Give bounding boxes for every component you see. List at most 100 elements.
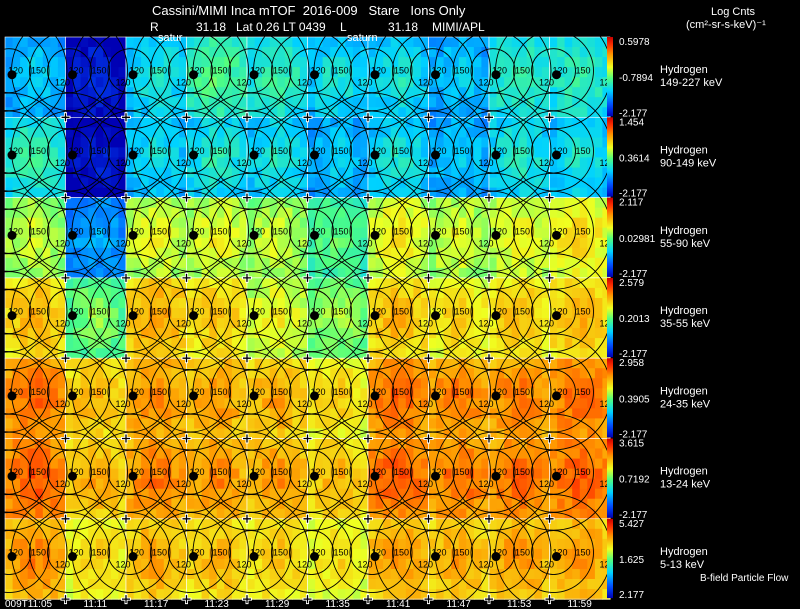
heatmap-cell: [269, 197, 278, 209]
heatmap-cell: [118, 338, 127, 349]
heatmap-cell: [201, 558, 210, 570]
heatmap-cell: [345, 247, 354, 259]
heatmap-cell: [201, 67, 210, 78]
heatmap-cell: [572, 37, 581, 48]
heatmap-cell: [549, 478, 558, 490]
heatmap-cell: [360, 308, 369, 319]
heatmap-cell: [398, 77, 407, 88]
heatmap-cell: [95, 127, 104, 138]
heatmap-cell: [375, 508, 384, 520]
heatmap-cell: [178, 287, 188, 299]
heatmap-cell: [436, 137, 445, 148]
heatmap-cell: [178, 177, 188, 189]
heatmap-cell: [209, 117, 218, 128]
heatmap-cell: [337, 167, 346, 179]
heatmap-cell: [299, 518, 309, 530]
heatmap-cell: [383, 468, 392, 480]
heatmap-cell: [481, 247, 490, 259]
heatmap-cell: [239, 177, 248, 189]
heatmap-cell: [299, 277, 309, 289]
heatmap-cell: [133, 438, 142, 450]
heatmap-cell: [337, 298, 346, 309]
heatmap-cell: [458, 177, 467, 189]
heatmap-cell: [20, 77, 29, 88]
heatmap-cell: [73, 348, 82, 359]
contour-label: 120: [492, 146, 507, 156]
heatmap-cell: [42, 217, 51, 229]
heatmap-cell: [352, 298, 362, 309]
heatmap-cell: [413, 247, 422, 259]
heatmap-cell: [405, 107, 414, 118]
heatmap-cell: [118, 197, 127, 209]
heatmap-cell: [534, 287, 543, 299]
heatmap-cell: [201, 197, 210, 209]
heatmap-cell: [254, 548, 263, 560]
heatmap-cell: [557, 117, 566, 128]
heatmap-cell: [224, 287, 233, 299]
heatmap-cell: [277, 408, 286, 419]
heatmap-cell: [541, 579, 551, 590]
heatmap-cell: [594, 77, 604, 88]
heatmap-cell: [224, 458, 233, 470]
heatmap-cell: [35, 177, 44, 189]
heatmap-cell: [549, 117, 558, 128]
contour-label: 120: [371, 307, 386, 317]
heatmap-cell: [594, 298, 604, 309]
heatmap-cell: [88, 247, 97, 259]
heatmap-cell: [133, 569, 142, 580]
heatmap-cell: [383, 448, 392, 460]
heatmap-cell: [88, 358, 97, 369]
heatmap-cell: [368, 448, 377, 460]
heatmap-cell: [564, 47, 573, 58]
heatmap-cell: [95, 418, 104, 429]
heatmap-cell: [587, 57, 596, 68]
heatmap-cell: [564, 187, 573, 199]
heatmap-cell: [368, 107, 377, 118]
heatmap-cell: [216, 87, 225, 98]
heatmap-cell: [420, 247, 430, 259]
heatmap-cell: [50, 468, 59, 480]
heatmap-cell: [564, 478, 573, 490]
heatmap-cell: [292, 57, 301, 68]
heatmap-cell: [541, 569, 551, 580]
heatmap-cell: [231, 579, 241, 590]
heatmap-cell: [57, 478, 67, 490]
heatmap-cell: [284, 418, 293, 429]
heatmap-cell: [579, 157, 588, 168]
heatmap-cell: [383, 378, 392, 389]
heatmap-cell: [133, 47, 142, 58]
heatmap-cell: [466, 67, 475, 78]
heatmap-cell: [118, 368, 127, 379]
heatmap-cell: [420, 358, 430, 369]
heatmap-cell: [141, 498, 150, 510]
heatmap-cell: [277, 87, 286, 98]
heatmap-cell: [194, 177, 203, 189]
heatmap-cell: [178, 328, 188, 339]
heatmap-cell: [337, 277, 346, 289]
heatmap-cell: [156, 287, 165, 299]
heatmap-cell: [383, 569, 392, 580]
heatmap-cell: [594, 438, 604, 450]
contour-label: 120: [176, 78, 191, 88]
heatmap-cell: [42, 147, 51, 158]
heatmap-cell: [413, 528, 422, 540]
heatmap-cell: [579, 458, 588, 470]
heatmap-cell: [473, 37, 483, 48]
heatmap-cell: [103, 428, 112, 440]
heatmap-cell: [299, 167, 309, 179]
heatmap-cell: [496, 177, 505, 189]
heatmap-cell: [519, 127, 528, 138]
heatmap-cell: [398, 418, 407, 429]
heatmap-cell: [315, 458, 324, 470]
heatmap-cell: [110, 478, 120, 490]
heatmap-cell: [20, 528, 29, 540]
heatmap-cell: [504, 548, 513, 560]
heatmap-cell: [360, 498, 369, 510]
heatmap-cell: [383, 538, 392, 550]
heatmap-cell: [50, 368, 59, 379]
heatmap-cell: [473, 207, 483, 219]
heatmap-cell: [557, 558, 566, 570]
heatmap-cell: [451, 157, 460, 168]
heatmap-cell: [345, 37, 354, 48]
heatmap-cell: [42, 207, 51, 219]
